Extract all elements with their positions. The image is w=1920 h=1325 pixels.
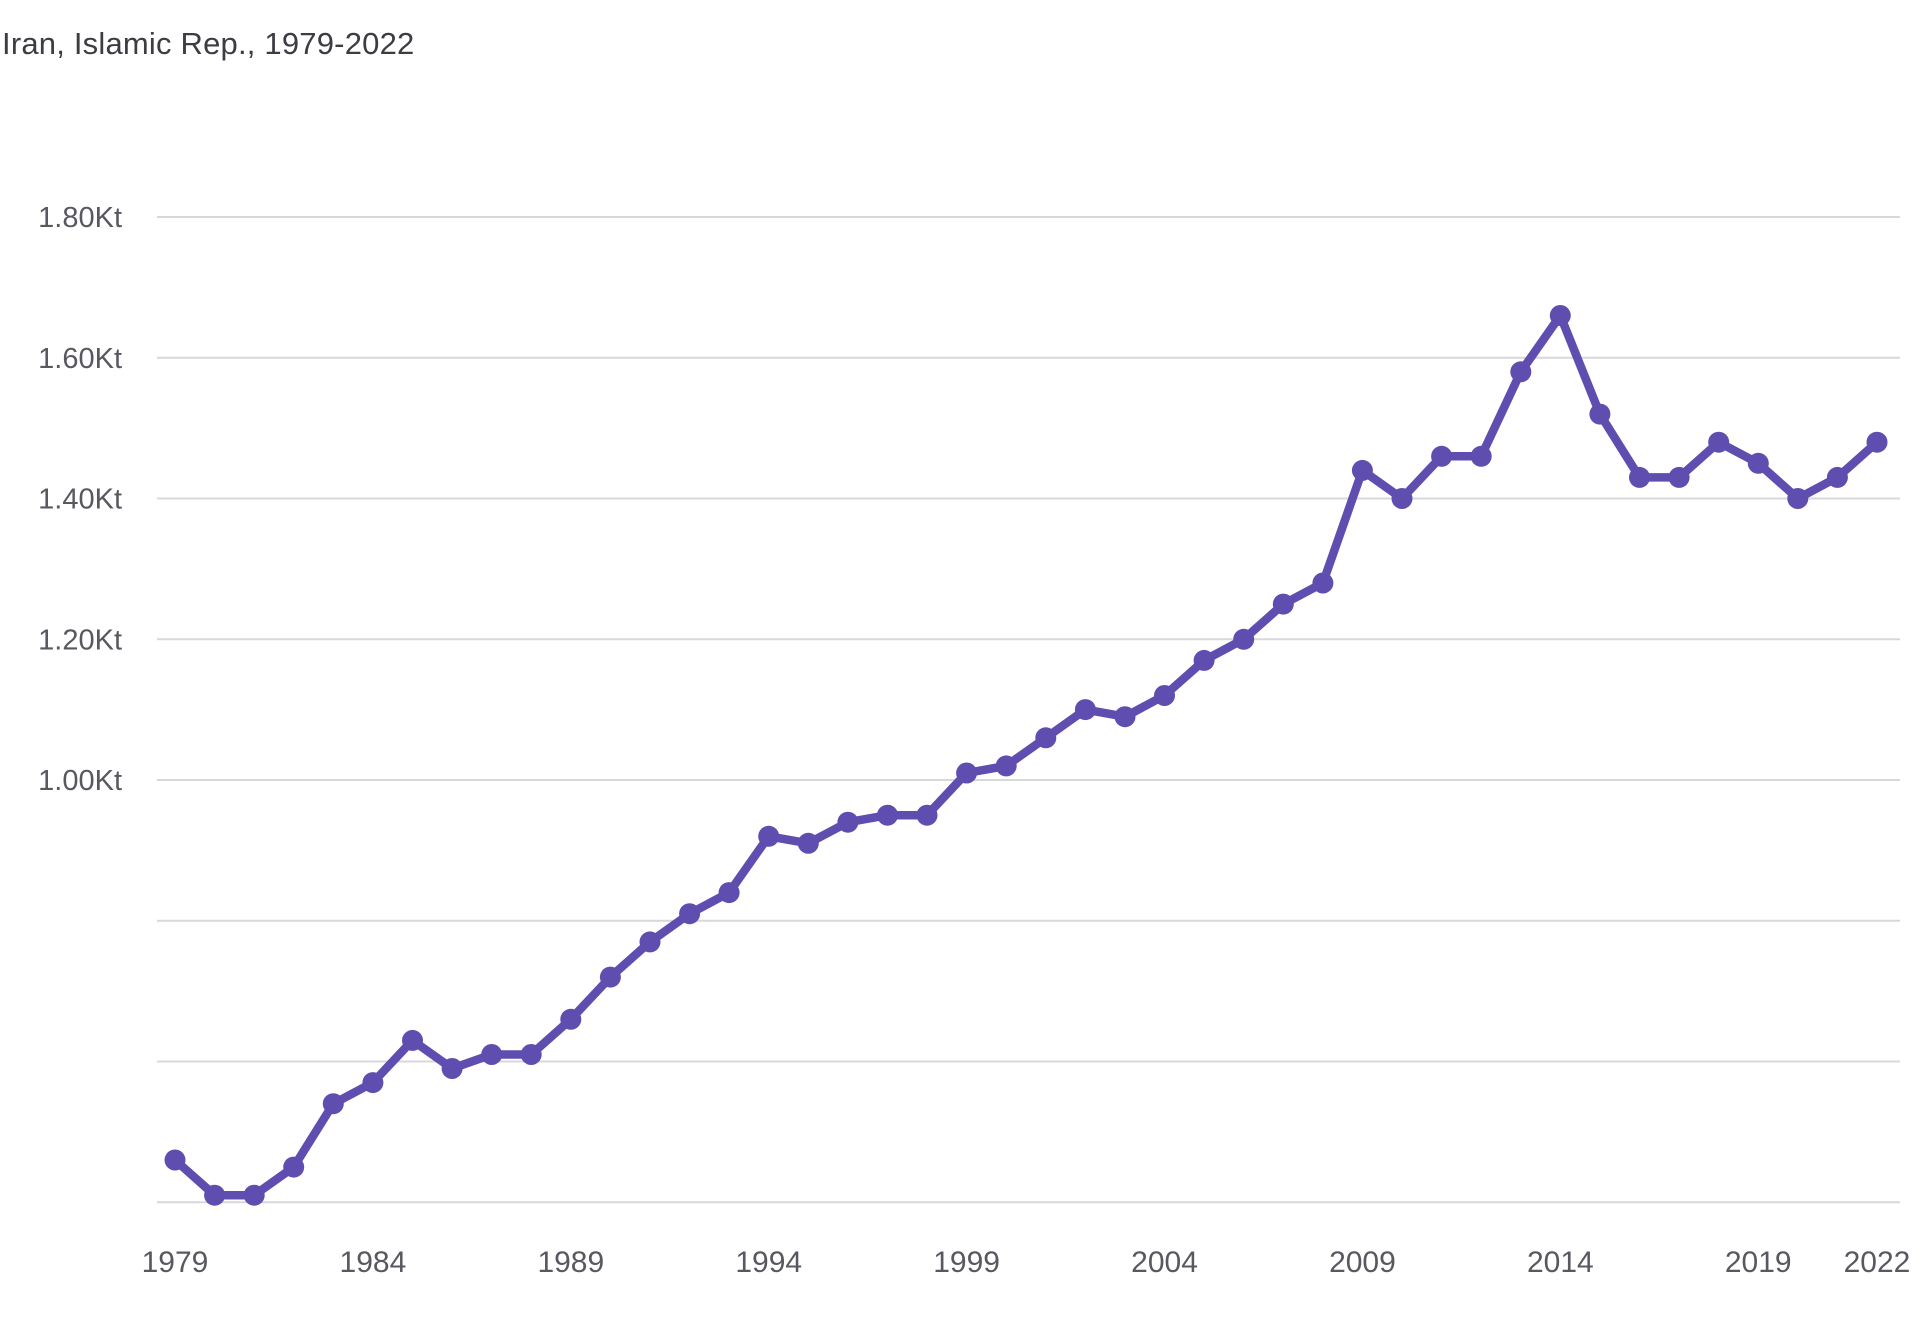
data-point-marker[interactable] (877, 804, 898, 826)
data-point-marker[interactable] (1787, 488, 1809, 509)
data-point-marker[interactable] (1866, 431, 1888, 453)
series-markers (164, 305, 1888, 1206)
data-point-marker[interactable] (560, 1008, 582, 1030)
x-axis-tick-label: 1979 (142, 1246, 209, 1279)
y-axis: 1.80Kt 1.60Kt 1.40Kt 1.20Kt 1.00Kt (38, 202, 122, 797)
gridlines (157, 216, 1900, 1204)
y-axis-tick-label: 1.20Kt (38, 624, 122, 656)
data-point-marker[interactable] (1272, 593, 1294, 615)
data-point-marker[interactable] (718, 882, 740, 904)
data-point-marker[interactable] (283, 1156, 305, 1178)
data-point-marker[interactable] (441, 1058, 463, 1079)
series-line (170, 311, 1882, 1200)
data-point-marker[interactable] (1391, 488, 1413, 509)
data-point-marker[interactable] (995, 755, 1017, 777)
data-point-marker[interactable] (243, 1184, 265, 1206)
data-point-marker[interactable] (1233, 628, 1255, 650)
y-axis-tick-label: 1.00Kt (38, 765, 122, 797)
data-point-marker[interactable] (1035, 727, 1057, 749)
x-axis: 1979 1984 1989 1994 1999 2004 2009 2014 2019 2022 (142, 1246, 1911, 1279)
y-axis-tick-label: 1.40Kt (38, 484, 122, 516)
data-point-marker[interactable] (1826, 466, 1848, 488)
data-point-marker[interactable] (1351, 459, 1373, 481)
x-axis-tick-label: 1999 (933, 1246, 1000, 1279)
data-point-marker[interactable] (1074, 699, 1096, 721)
data-point-marker[interactable] (402, 1029, 423, 1051)
data-point-marker[interactable] (837, 811, 859, 833)
data-point-marker[interactable] (679, 903, 701, 925)
data-point-marker[interactable] (1708, 431, 1730, 453)
data-point-marker[interactable] (797, 832, 819, 854)
y-axis-tick-label: 1.60Kt (38, 343, 122, 375)
data-point-marker[interactable] (164, 1149, 186, 1171)
data-point-marker[interactable] (362, 1072, 384, 1094)
data-point-marker[interactable] (1114, 706, 1136, 728)
data-point-marker[interactable] (520, 1044, 542, 1065)
x-axis-tick-label: 1984 (340, 1246, 407, 1279)
data-point-marker[interactable] (322, 1093, 344, 1115)
x-axis-tick-label: 2022 (1844, 1246, 1911, 1279)
data-point-marker[interactable] (1312, 572, 1334, 594)
y-axis-tick-label: 1.80Kt (38, 202, 122, 234)
data-point-marker[interactable] (1668, 466, 1690, 488)
data-point-marker[interactable] (1193, 649, 1215, 671)
data-point-marker[interactable] (1589, 403, 1611, 425)
data-point-marker[interactable] (204, 1184, 226, 1206)
data-point-marker[interactable] (599, 966, 621, 988)
data-point-marker[interactable] (1470, 445, 1492, 467)
data-point-marker[interactable] (481, 1044, 503, 1065)
data-point-marker[interactable] (916, 804, 938, 826)
data-point-marker[interactable] (956, 762, 978, 784)
data-point-marker[interactable] (1510, 361, 1532, 383)
data-point-marker[interactable] (1629, 466, 1650, 488)
x-axis-tick-label: 2004 (1131, 1246, 1198, 1279)
x-axis-tick-label: 2009 (1329, 1246, 1396, 1279)
data-point-marker[interactable] (1431, 445, 1453, 467)
x-axis-tick-label: 1989 (537, 1246, 604, 1279)
x-axis-tick-label: 2014 (1527, 1246, 1594, 1279)
data-point-marker[interactable] (1549, 305, 1571, 326)
data-point-marker[interactable] (639, 931, 661, 953)
chart-title: Iran, Islamic Rep., 1979-2022 (2, 26, 415, 61)
data-point-marker[interactable] (758, 825, 780, 847)
x-axis-tick-label: 2019 (1725, 1246, 1792, 1279)
data-point-marker[interactable] (1747, 452, 1769, 474)
x-axis-tick-label: 1994 (735, 1246, 802, 1279)
data-point-marker[interactable] (1154, 685, 1175, 706)
